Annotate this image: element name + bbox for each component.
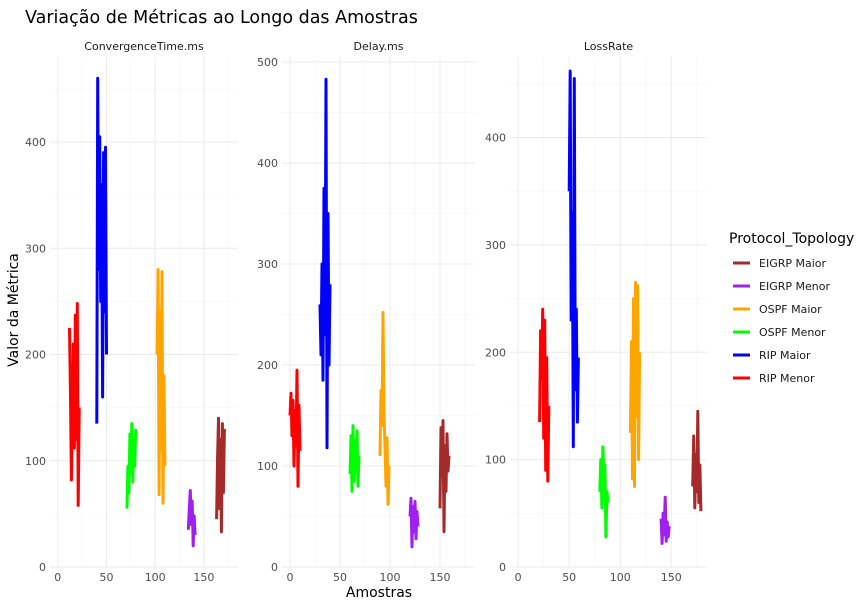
x-tick-label: 0 <box>515 571 522 584</box>
y-tick-label: 0 <box>271 561 278 574</box>
series-line-eigrp-menor <box>408 496 420 549</box>
series-line-rip-maior <box>95 76 108 424</box>
x-tick-label: 0 <box>54 571 61 584</box>
legend-title: Protocol_Topology <box>729 231 854 247</box>
legend-label: OSPF Menor <box>759 326 826 339</box>
series-line-eigrp-maior <box>215 416 226 534</box>
y-tick-label: 400 <box>257 157 278 170</box>
y-tick-label: 300 <box>257 258 278 271</box>
legend-item: OSPF Menor <box>733 326 826 339</box>
y-tick-label: 300 <box>25 242 46 255</box>
x-tick-label: 50 <box>99 571 113 584</box>
y-tick-label: 200 <box>485 346 506 359</box>
y-tick-label: 400 <box>25 136 46 149</box>
series-line-rip-menor <box>68 302 81 507</box>
chart-title: Variação de Métricas ao Longo das Amostr… <box>25 8 418 28</box>
y-tick-label: 300 <box>485 239 506 252</box>
x-tick-label: 50 <box>562 571 576 584</box>
series-line-eigrp-menor <box>186 489 197 548</box>
legend-item: RIP Maior <box>733 349 811 362</box>
x-tick-label: 150 <box>430 571 451 584</box>
legend-label: EIGRP Menor <box>759 280 830 293</box>
series-line-rip-menor <box>538 307 551 483</box>
facet-strip-label: ConvergenceTime.ms <box>84 40 204 53</box>
series-line-ospf-maior <box>155 268 167 505</box>
x-tick-label: 100 <box>610 571 631 584</box>
y-tick-label: 200 <box>257 359 278 372</box>
legend-label: RIP Menor <box>759 372 815 385</box>
legend: Protocol_Topology EIGRP Maior EIGRP Menor… <box>729 231 854 385</box>
legend-label: EIGRP Maior <box>759 257 827 270</box>
facet-panel-2: LossRate 0 50 100 150 0 100 200 300 400 <box>485 40 707 584</box>
series-line-ospf-maior <box>378 311 391 506</box>
series-line-eigrp-menor <box>659 495 671 545</box>
legend-item: RIP Menor <box>733 372 815 385</box>
series-line-eigrp-maior <box>691 409 703 512</box>
series-line-ospf-menor <box>598 445 610 539</box>
x-tick-label: 0 <box>287 571 294 584</box>
series-line-ospf-maior <box>628 281 642 488</box>
series-line-rip-menor <box>288 368 302 488</box>
series-line-eigrp-maior <box>438 419 451 534</box>
facet-panel-0: ConvergenceTime.ms 0 50 100 150 0 100 200 300 400 <box>25 40 238 584</box>
legend-item: EIGRP Menor <box>733 280 830 293</box>
y-tick-label: 100 <box>25 455 46 468</box>
y-tick-label: 100 <box>485 454 506 467</box>
series-line-ospf-menor <box>348 424 361 493</box>
legend-label: OSPF Maior <box>759 303 822 316</box>
legend-item: EIGRP Maior <box>733 257 827 270</box>
x-axis-title: Amostras <box>346 585 412 601</box>
legend-label: RIP Maior <box>759 349 811 362</box>
y-tick-label: 100 <box>257 460 278 473</box>
y-tick-label: 500 <box>257 56 278 69</box>
x-tick-label: 150 <box>193 571 214 584</box>
series-line-rip-maior <box>318 77 332 450</box>
y-tick-label: 400 <box>485 132 506 145</box>
facet-strip-label: Delay.ms <box>354 40 404 53</box>
series-line-rip-maior <box>567 69 580 449</box>
series-line-ospf-menor <box>125 422 138 509</box>
y-tick-label: 200 <box>25 349 46 362</box>
y-tick-label: 0 <box>39 561 46 574</box>
facet-strip-label: LossRate <box>584 40 634 53</box>
legend-item: OSPF Maior <box>733 303 822 316</box>
y-tick-label: 0 <box>499 561 506 574</box>
x-tick-label: 100 <box>145 571 166 584</box>
legend-items: EIGRP Maior EIGRP Menor OSPF Maior OSPF Men… <box>733 257 830 385</box>
y-axis-title: Valor da Métrica <box>6 253 22 367</box>
x-tick-label: 50 <box>333 571 347 584</box>
x-tick-label: 100 <box>380 571 401 584</box>
facet-panel-1: Delay.ms 0 50 100 150 0 100 200 300 400 500 <box>257 40 475 584</box>
facet-panels: ConvergenceTime.ms 0 50 100 150 0 100 200 300 400… <box>25 40 707 584</box>
x-tick-label: 150 <box>661 571 682 584</box>
